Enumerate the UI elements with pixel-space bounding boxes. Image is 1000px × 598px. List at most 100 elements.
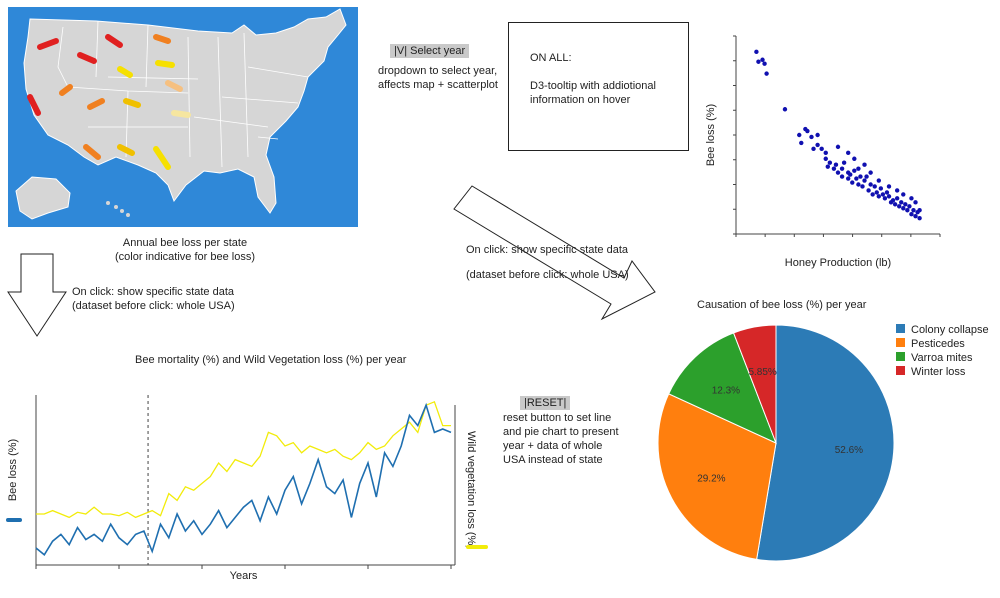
scatter-point-10[interactable]	[809, 134, 814, 140]
scatter-point-71[interactable]	[862, 162, 867, 167]
state-loss-mark-8[interactable]	[117, 66, 133, 78]
scatter-point-16[interactable]	[823, 150, 828, 156]
scatter-point-62[interactable]	[917, 215, 922, 221]
scatter-point-19[interactable]	[831, 166, 837, 171]
scatter-point-1[interactable]	[756, 59, 761, 64]
scatter-point-73[interactable]	[846, 150, 851, 156]
scatter-point-42[interactable]	[876, 194, 881, 199]
scatter-point-33[interactable]	[858, 174, 863, 179]
scatter-point-0[interactable]	[754, 49, 759, 55]
scatter-point-39[interactable]	[870, 192, 875, 197]
bee-loss-line[interactable]	[35, 402, 452, 557]
scatter-point-17[interactable]	[825, 164, 830, 169]
scatter-point-63[interactable]	[909, 196, 914, 201]
state-loss-mark-11[interactable]	[123, 98, 141, 108]
scatter-point-47[interactable]	[886, 194, 892, 199]
usa-landmass[interactable]	[23, 8, 347, 214]
scatter-point-34[interactable]	[860, 184, 865, 189]
scatter-point-6[interactable]	[797, 132, 802, 138]
scatter-point-14[interactable]	[819, 146, 824, 152]
scatter-point-18[interactable]	[827, 160, 833, 165]
scatter-point-57[interactable]	[907, 204, 912, 209]
state-loss-mark-14[interactable]	[153, 146, 171, 170]
scatter-point-15[interactable]	[823, 156, 828, 161]
scatter-point-28[interactable]	[850, 180, 855, 185]
line-chart[interactable]: Years Bee loss (%) Wild vegetation loss (%…	[0, 385, 500, 585]
scatter-point-31[interactable]	[856, 182, 861, 187]
state-loss-mark-13[interactable]	[117, 144, 135, 156]
pie-slice-winter-loss[interactable]	[732, 324, 777, 444]
select-year-dropdown[interactable]: |V| Select year	[390, 44, 470, 58]
pie-slice-colony-collapse[interactable]	[756, 324, 895, 562]
scatter-point-53[interactable]	[899, 200, 904, 205]
scatter-point-38[interactable]	[868, 182, 873, 187]
scatter-point-13[interactable]	[815, 142, 820, 148]
scatter-point-52[interactable]	[897, 204, 902, 209]
scatter-point-66[interactable]	[901, 192, 906, 197]
scatter-point-32[interactable]	[856, 166, 861, 171]
scatter-point-37[interactable]	[866, 188, 871, 193]
scatter-point-35[interactable]	[862, 178, 867, 183]
state-loss-mark-0[interactable]	[37, 38, 59, 50]
scatter-point-5[interactable]	[782, 107, 788, 112]
state-loss-mark-6[interactable]	[87, 98, 105, 110]
state-loss-mark-2[interactable]	[105, 34, 123, 48]
scatter-point-24[interactable]	[841, 160, 847, 165]
scatterplot[interactable]: Honey Production (lb) Bee loss (%)	[700, 20, 960, 270]
vegetation-loss-line[interactable]	[36, 400, 451, 519]
scatter-point-65[interactable]	[917, 208, 922, 213]
state-loss-mark-7[interactable]	[83, 144, 101, 160]
scatter-point-51[interactable]	[894, 196, 900, 201]
scatter-point-12[interactable]	[815, 132, 820, 138]
pie-chart-svg[interactable]: 52.6% 29.2% 12.3% 5.85% Colony collapse Pesti…	[640, 315, 1000, 595]
line-chart-svg[interactable]: Years Bee loss (%) Wild vegetation loss (%…	[0, 385, 500, 585]
scatter-point-59[interactable]	[911, 208, 916, 213]
scatter-point-2[interactable]	[760, 57, 765, 62]
state-loss-mark-9[interactable]	[155, 60, 175, 68]
scatter-point-67[interactable]	[894, 188, 900, 193]
scatter-point-29[interactable]	[852, 168, 857, 173]
alaska-landmass[interactable]	[15, 176, 71, 220]
scatter-point-70[interactable]	[868, 170, 873, 175]
usa-map-svg[interactable]	[8, 7, 358, 227]
scatter-point-23[interactable]	[839, 166, 845, 171]
scatter-point-36[interactable]	[864, 174, 869, 179]
scatter-point-22[interactable]	[839, 174, 845, 179]
scatter-point-46[interactable]	[884, 190, 890, 195]
scatter-point-26[interactable]	[846, 176, 851, 181]
scatter-point-3[interactable]	[762, 61, 767, 66]
scatter-point-60[interactable]	[913, 213, 918, 219]
scatter-point-54[interactable]	[901, 206, 906, 211]
scatter-point-56[interactable]	[905, 208, 910, 213]
state-loss-mark-4[interactable]	[153, 34, 171, 44]
pie-slice-pesticedes[interactable]	[657, 393, 777, 560]
scatterplot-svg[interactable]: Honey Production (lb) Bee loss (%)	[700, 20, 960, 270]
pie-slice-varroa-mites[interactable]	[668, 332, 777, 444]
scatter-point-4[interactable]	[764, 71, 769, 76]
scatter-point-44[interactable]	[880, 192, 886, 197]
state-loss-mark-5[interactable]	[59, 84, 73, 96]
reset-button[interactable]: |RESET|	[520, 396, 571, 410]
scatter-point-69[interactable]	[876, 178, 881, 183]
usa-map[interactable]	[8, 7, 358, 227]
scatter-point-58[interactable]	[909, 212, 914, 217]
pie-chart[interactable]: 52.6% 29.2% 12.3% 5.85% Colony collapse Pesti…	[640, 315, 1000, 595]
scatter-point-20[interactable]	[833, 162, 839, 167]
state-loss-mark-3[interactable]	[27, 94, 41, 116]
state-loss-mark-1[interactable]	[77, 52, 97, 64]
scatter-point-55[interactable]	[903, 202, 908, 207]
scatter-point-74[interactable]	[835, 144, 841, 150]
scatter-point-40[interactable]	[872, 184, 877, 189]
scatter-point-21[interactable]	[835, 170, 841, 175]
scatter-point-7[interactable]	[799, 140, 804, 146]
scatter-point-50[interactable]	[892, 202, 898, 207]
scatter-point-72[interactable]	[852, 156, 857, 161]
scatter-point-49[interactable]	[890, 198, 896, 203]
scatter-point-45[interactable]	[882, 196, 888, 201]
scatter-point-9[interactable]	[805, 128, 810, 134]
state-loss-mark-12[interactable]	[171, 110, 191, 118]
scatter-point-11[interactable]	[811, 146, 816, 152]
scatter-point-30[interactable]	[854, 176, 859, 181]
scatter-point-68[interactable]	[886, 184, 892, 189]
scatter-point-64[interactable]	[913, 200, 918, 205]
